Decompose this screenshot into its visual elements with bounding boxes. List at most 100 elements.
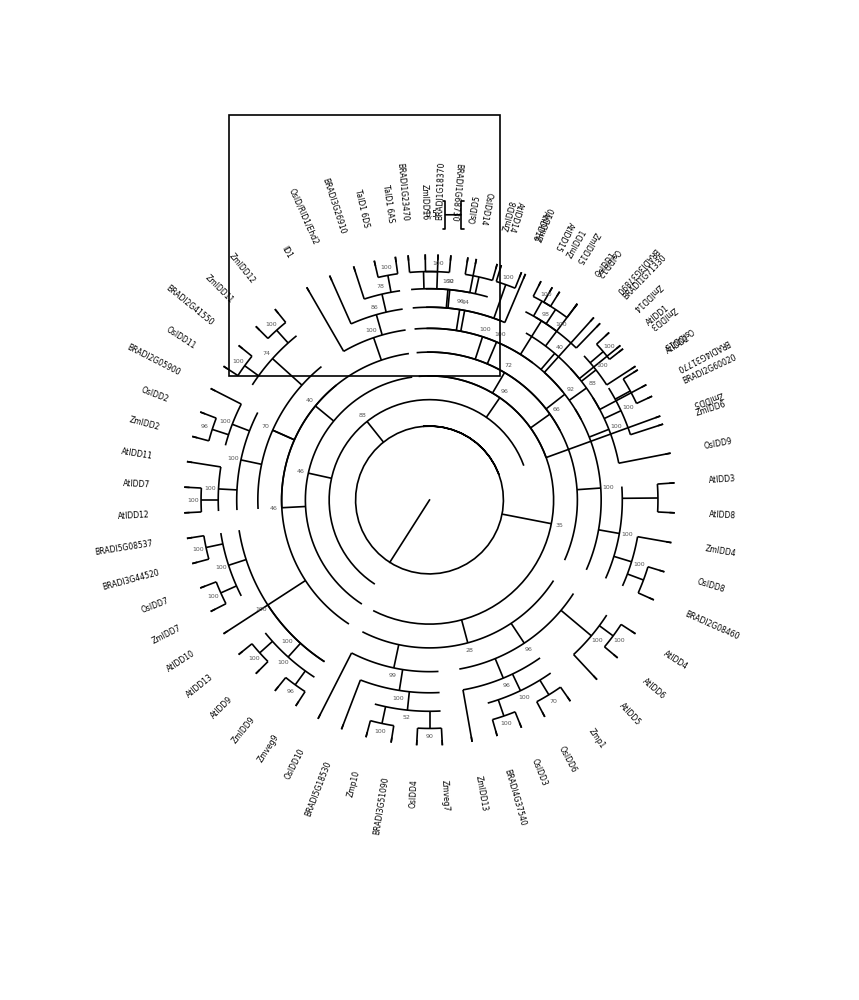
- Text: 100: 100: [219, 419, 231, 424]
- Text: 66: 66: [552, 407, 560, 412]
- Text: 100: 100: [282, 639, 294, 644]
- Text: ZmIDD4: ZmIDD4: [704, 544, 737, 559]
- Text: BRADI2G60020: BRADI2G60020: [681, 353, 738, 386]
- Text: 100: 100: [596, 363, 608, 368]
- Text: ZmIDD11: ZmIDD11: [203, 273, 235, 305]
- Text: Zmp1: Zmp1: [587, 727, 606, 750]
- Text: 100: 100: [603, 485, 614, 490]
- Text: 96: 96: [287, 689, 295, 694]
- Text: 100: 100: [208, 594, 219, 599]
- Text: OsIDD2: OsIDD2: [140, 385, 170, 404]
- Text: 35: 35: [555, 523, 563, 528]
- Text: TaID1 6DS: TaID1 6DS: [353, 188, 371, 228]
- Text: AtIDD9: AtIDD9: [210, 695, 235, 720]
- Text: ZmIDD10: ZmIDD10: [535, 207, 557, 244]
- Text: AtIDD13: AtIDD13: [185, 673, 215, 700]
- Text: BRADI2G05900: BRADI2G05900: [125, 342, 182, 377]
- Text: 100: 100: [192, 547, 204, 552]
- Text: 100: 100: [381, 265, 393, 270]
- Text: AtIDD5: AtIDD5: [617, 702, 643, 728]
- Text: AtIDD3: AtIDD3: [709, 474, 736, 485]
- Text: 100: 100: [494, 332, 505, 337]
- Text: 100: 100: [621, 532, 633, 537]
- Text: 100: 100: [540, 292, 551, 297]
- Text: 100: 100: [233, 359, 244, 364]
- Text: BRADI3G37890: BRADI3G37890: [613, 245, 660, 295]
- Text: OsIDD4: OsIDD4: [409, 779, 419, 809]
- Text: 88: 88: [358, 413, 366, 418]
- Text: 96: 96: [500, 389, 509, 394]
- Text: 99: 99: [388, 673, 396, 678]
- Text: 100: 100: [255, 607, 267, 612]
- Text: ZmIDD13: ZmIDD13: [473, 775, 489, 812]
- Text: AtIDD7: AtIDD7: [123, 479, 150, 490]
- Text: BRADI4G31770: BRADI4G31770: [674, 337, 730, 373]
- Text: ZmIDD5: ZmIDD5: [691, 389, 723, 408]
- Text: 100: 100: [592, 638, 603, 643]
- Text: 100: 100: [204, 486, 216, 491]
- Text: 72: 72: [504, 363, 513, 368]
- Text: 70: 70: [549, 699, 557, 704]
- Text: OsIDD11: OsIDD11: [164, 326, 198, 351]
- Text: BRADI5G18530: BRADI5G18530: [304, 760, 333, 818]
- Text: 96: 96: [503, 683, 510, 688]
- Text: 40: 40: [556, 345, 564, 350]
- Text: 100: 100: [603, 344, 615, 349]
- Text: 100: 100: [277, 660, 289, 665]
- Text: BRADI2G41550: BRADI2G41550: [164, 284, 215, 327]
- Text: AtIDD12: AtIDD12: [118, 510, 150, 521]
- Text: ZmIDD1: ZmIDD1: [565, 228, 589, 260]
- Text: AtIDD15: AtIDD15: [552, 220, 575, 253]
- Text: OsIDD12: OsIDD12: [594, 247, 622, 279]
- Text: 90: 90: [425, 734, 434, 739]
- Text: 78: 78: [376, 284, 384, 289]
- Text: 74: 74: [263, 351, 271, 356]
- Text: ZmIDD15: ZmIDD15: [574, 229, 601, 265]
- Text: BRADI1G18370: BRADI1G18370: [435, 162, 446, 220]
- Text: 100: 100: [265, 322, 277, 327]
- Text: AtIDD6: AtIDD6: [641, 676, 667, 701]
- Text: 100: 100: [187, 498, 199, 503]
- Text: 28: 28: [466, 648, 474, 653]
- Text: AtIDD8: AtIDD8: [709, 510, 736, 521]
- Text: 100: 100: [365, 328, 377, 333]
- Text: OsID/RID1/Ehd2: OsID/RID1/Ehd2: [287, 187, 320, 246]
- Text: 100: 100: [432, 261, 443, 266]
- Text: 70: 70: [261, 424, 270, 429]
- Text: ZmIDD9: ZmIDD9: [230, 715, 257, 745]
- Text: OsIDD9: OsIDD9: [704, 437, 734, 451]
- Text: TaID1 6AS: TaID1 6AS: [381, 184, 395, 223]
- Text: 100: 100: [479, 327, 490, 332]
- Text: 100: 100: [375, 729, 387, 734]
- Text: 98: 98: [542, 312, 550, 317]
- Text: AtIDD14: AtIDD14: [507, 200, 525, 234]
- Text: ZmIDD8: ZmIDD8: [503, 200, 520, 232]
- Text: BRADI4G37540: BRADI4G37540: [503, 768, 527, 827]
- Text: ZmIDD14: ZmIDD14: [631, 281, 664, 312]
- Text: OsIDD3: OsIDD3: [530, 758, 549, 788]
- Text: 100: 100: [442, 279, 454, 284]
- Text: AtIDD10: AtIDD10: [166, 649, 198, 674]
- Text: OsIDD8: OsIDD8: [696, 578, 726, 595]
- Bar: [228, 115, 500, 376]
- Text: AtIDD2: AtIDD2: [665, 334, 692, 355]
- Text: BRADI3G44520: BRADI3G44520: [101, 568, 161, 592]
- Text: OsIDD5: OsIDD5: [469, 194, 482, 224]
- Text: OsIDD10: OsIDD10: [283, 747, 307, 781]
- Text: 92: 92: [567, 387, 575, 392]
- Text: 100: 100: [623, 405, 634, 410]
- Text: Zmveg7: Zmveg7: [440, 779, 450, 811]
- Text: 46: 46: [296, 469, 305, 474]
- Text: ZmIDD6: ZmIDD6: [694, 399, 727, 418]
- Text: 40: 40: [305, 398, 314, 403]
- Text: 100: 100: [216, 565, 227, 570]
- Text: Zmveg9: Zmveg9: [256, 732, 281, 764]
- Text: 86: 86: [370, 305, 378, 310]
- Text: ID1: ID1: [279, 244, 294, 260]
- Text: 100: 100: [518, 695, 530, 700]
- Text: BRADI1G71330: BRADI1G71330: [621, 253, 667, 302]
- Text: 96: 96: [201, 424, 209, 429]
- Text: 92: 92: [447, 279, 454, 284]
- Text: 0.5: 0.5: [425, 210, 437, 219]
- Text: ZmIDD2: ZmIDD2: [128, 415, 161, 432]
